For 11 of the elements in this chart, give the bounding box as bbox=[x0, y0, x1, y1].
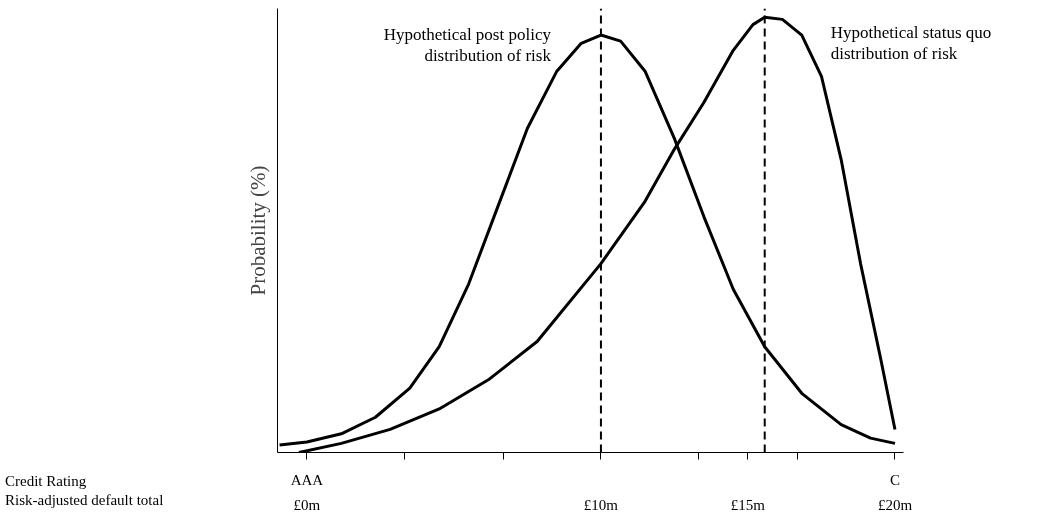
x-tick-label: £20m bbox=[877, 496, 913, 513]
text: Credit Rating bbox=[5, 472, 88, 491]
x-tick-label: £0m bbox=[293, 496, 321, 513]
annotation: C bbox=[889, 471, 900, 488]
series-label: Hypothetical status quo distribution of risk bbox=[830, 23, 992, 64]
annotation: AAA bbox=[290, 471, 324, 488]
y-axis-title: Probability (%) bbox=[245, 165, 270, 296]
text: Risk-adjusted default total bbox=[5, 491, 164, 510]
x-tick-label: £10m bbox=[583, 496, 619, 513]
series-label: Hypothetical post policy distribution of risk bbox=[383, 25, 552, 65]
x-tick-label: £15m bbox=[730, 496, 766, 513]
